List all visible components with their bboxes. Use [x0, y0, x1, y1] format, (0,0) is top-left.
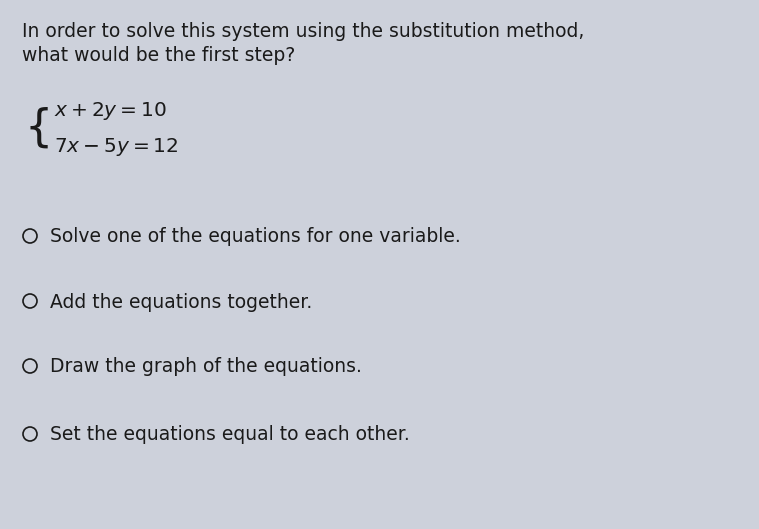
Text: what would be the first step?: what would be the first step?	[22, 46, 295, 65]
Text: Set the equations equal to each other.: Set the equations equal to each other.	[50, 425, 410, 444]
Text: Draw the graph of the equations.: Draw the graph of the equations.	[50, 358, 362, 377]
Text: $x + 2y = 10$: $x + 2y = 10$	[54, 100, 167, 122]
Text: In order to solve this system using the substitution method,: In order to solve this system using the …	[22, 22, 584, 41]
Text: $7x - 5y = 12$: $7x - 5y = 12$	[54, 136, 178, 158]
Text: Solve one of the equations for one variable.: Solve one of the equations for one varia…	[50, 227, 461, 247]
Text: Add the equations together.: Add the equations together.	[50, 293, 312, 312]
Text: $\{$: $\{$	[24, 106, 49, 150]
